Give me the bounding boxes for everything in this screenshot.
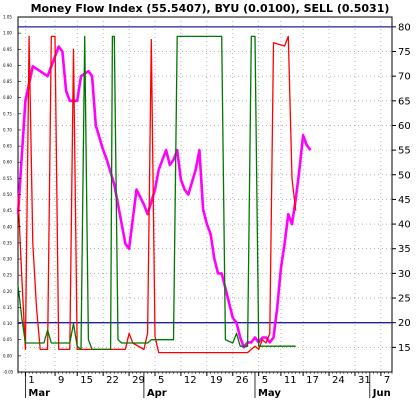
x-axis-tick-label: 15 <box>80 375 93 386</box>
x-axis-tick-label: 11 <box>284 375 297 386</box>
left-axis-tick-label: 0.45 <box>3 208 12 213</box>
right-axis-tick-label: 55 <box>398 146 411 157</box>
x-axis-tick-label: 17 <box>306 375 319 386</box>
series-layer <box>16 35 312 354</box>
x-axis-tick-label: 22 <box>106 375 119 386</box>
right-axis-tick-label: 50 <box>398 170 411 181</box>
right-axis-tick-label: 80 <box>398 22 411 33</box>
left-axis-tick-label: 1.00 <box>3 31 12 36</box>
left-axis-tick-label: 0.30 <box>3 257 12 262</box>
x-axis-month-label: May <box>258 388 281 399</box>
left-axis-tick-label: 0.60 <box>3 160 12 165</box>
left-axis-tick-label: 0.55 <box>3 176 12 181</box>
left-axis-tick-label: 0.75 <box>3 111 12 116</box>
x-axis-tick-label: 7 <box>384 375 390 386</box>
x-axis-month-label: Jun <box>372 388 391 399</box>
left-axis-tick-label: 0.65 <box>3 144 12 149</box>
x-axis-tick-label: 12 <box>184 375 197 386</box>
left-axis: 1.05 1.00 0.95 0.90 0.85 0.80 0.75 0.70 0.65 0.60… <box>3 15 21 375</box>
right-axis-tick-label: 40 <box>398 220 411 231</box>
left-axis-tick-label: 0.15 <box>3 305 12 310</box>
x-axis-tick-label: 24 <box>332 375 345 386</box>
x-axis-tick-label: 5 <box>158 375 164 386</box>
left-axis-tick-label: 0.40 <box>3 224 12 229</box>
left-axis-tick-label: 0.85 <box>3 79 12 84</box>
left-axis-tick-label: 0.00 <box>3 353 12 358</box>
left-axis-tick-label: 0.90 <box>3 63 12 68</box>
x-axis-tick-label: 5 <box>262 375 268 386</box>
x-axis-month-label: Apr <box>147 388 167 399</box>
right-axis-tick-label: 20 <box>398 318 411 329</box>
right-axis-tick-label: 30 <box>398 269 411 280</box>
x-axis-tick-label: 29 <box>132 375 145 386</box>
left-axis-tick-label: 0.10 <box>3 321 12 326</box>
x-axis-tick-label: 26 <box>236 375 249 386</box>
left-axis-tick-label: 0.50 <box>3 192 12 197</box>
right-axis-tick-label: 35 <box>398 244 411 255</box>
right-axis-tick-label: 45 <box>398 195 411 206</box>
left-axis-tick-label: -0.05 <box>3 370 14 375</box>
right-axis-tick-label: 65 <box>398 96 411 107</box>
x-axis-tick-label: 1 <box>28 375 34 386</box>
right-axis: 15 20 25 30 35 40 45 50 55 60 65 70 75 80 <box>392 22 411 354</box>
series-line <box>17 35 296 351</box>
left-axis-tick-label: 0.80 <box>3 95 12 100</box>
x-axis-month-label: Mar <box>28 388 50 399</box>
x-axis-tick-label: 19 <box>210 375 223 386</box>
right-axis-tick-label: 75 <box>398 47 411 58</box>
x-axis-tick-label: 31 <box>358 375 371 386</box>
right-axis-tick-label: 70 <box>398 72 411 83</box>
left-axis-tick-label: 0.20 <box>3 289 12 294</box>
left-axis-tick-label: 0.25 <box>3 273 12 278</box>
left-axis-tick-label: 0.70 <box>3 127 12 132</box>
left-axis-tick-label: 1.05 <box>3 15 12 20</box>
right-axis-tick-label: 25 <box>398 294 411 305</box>
x-axis-tick-label: 9 <box>58 375 64 386</box>
right-axis-tick-label: 15 <box>398 343 411 354</box>
series-line <box>16 45 312 349</box>
left-axis-tick-label: 0.05 <box>3 337 12 342</box>
left-axis-tick-label: 0.35 <box>3 240 12 245</box>
left-axis-tick-label: 0.95 <box>3 47 12 52</box>
reference-lines <box>18 26 392 324</box>
right-axis-tick-label: 60 <box>398 121 411 132</box>
chart-title: Money Flow Index (55.5407), BYU (0.0100)… <box>31 2 390 15</box>
